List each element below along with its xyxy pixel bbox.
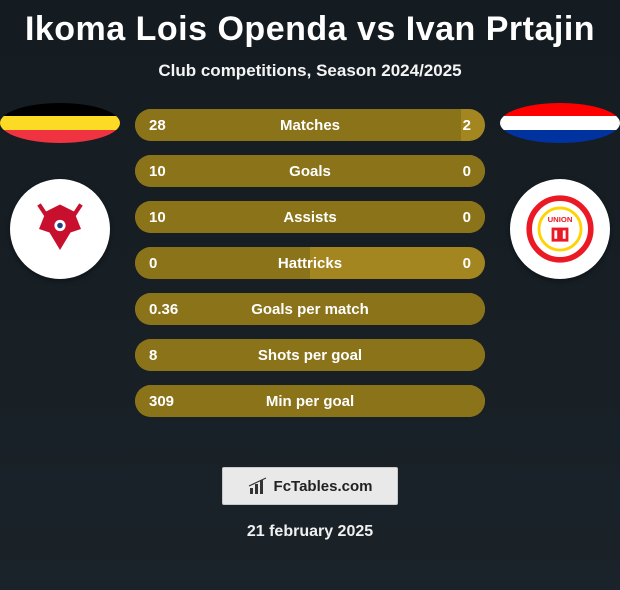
club-logo-left-icon [25,194,95,264]
flag-stripe [0,103,120,116]
stat-row: 10Goals0 [135,155,485,187]
stat-label: Hattricks [135,255,485,272]
stat-value-right: 0 [463,255,471,272]
flag-stripe [0,116,120,129]
stat-row: 8Shots per goal [135,339,485,371]
stat-row: 10Assists0 [135,201,485,233]
stat-row: 0.36Goals per match [135,293,485,325]
player-right-side: UNION [500,109,620,279]
stat-label: Assists [135,209,485,226]
flag-left [0,103,120,143]
stat-row: 28Matches2 [135,109,485,141]
stat-row: 0Hattricks0 [135,247,485,279]
stat-value-right: 0 [463,209,471,226]
footer-brand-text: FcTables.com [274,478,373,495]
stat-bars: 28Matches210Goals010Assists00Hattricks00… [135,109,485,417]
flag-stripe [500,116,620,129]
stat-label: Min per goal [135,393,485,410]
club-logo-right: UNION [510,179,610,279]
flag-stripe [500,130,620,143]
club-logo-right-icon: UNION [525,194,595,264]
comparison-panel: UNION 28Matches210Goals010Assists00Hattr… [0,109,620,439]
stat-label: Goals per match [135,301,485,318]
stat-value-right: 0 [463,163,471,180]
club-logo-left [10,179,110,279]
footer-brand-badge: FcTables.com [222,467,398,505]
date-text: 21 february 2025 [0,523,620,541]
subtitle: Club competitions, Season 2024/2025 [0,61,620,81]
stat-value-right: 2 [463,117,471,134]
flag-right [500,103,620,143]
stat-label: Shots per goal [135,347,485,364]
player-left-side [0,109,120,279]
stat-row: 309Min per goal [135,385,485,417]
stat-label: Matches [135,117,485,134]
flag-stripe [0,130,120,143]
chart-icon [248,476,268,496]
page-title: Ikoma Lois Openda vs Ivan Prtajin [0,10,620,49]
svg-text:UNION: UNION [548,215,573,224]
stat-label: Goals [135,163,485,180]
flag-stripe [500,103,620,116]
